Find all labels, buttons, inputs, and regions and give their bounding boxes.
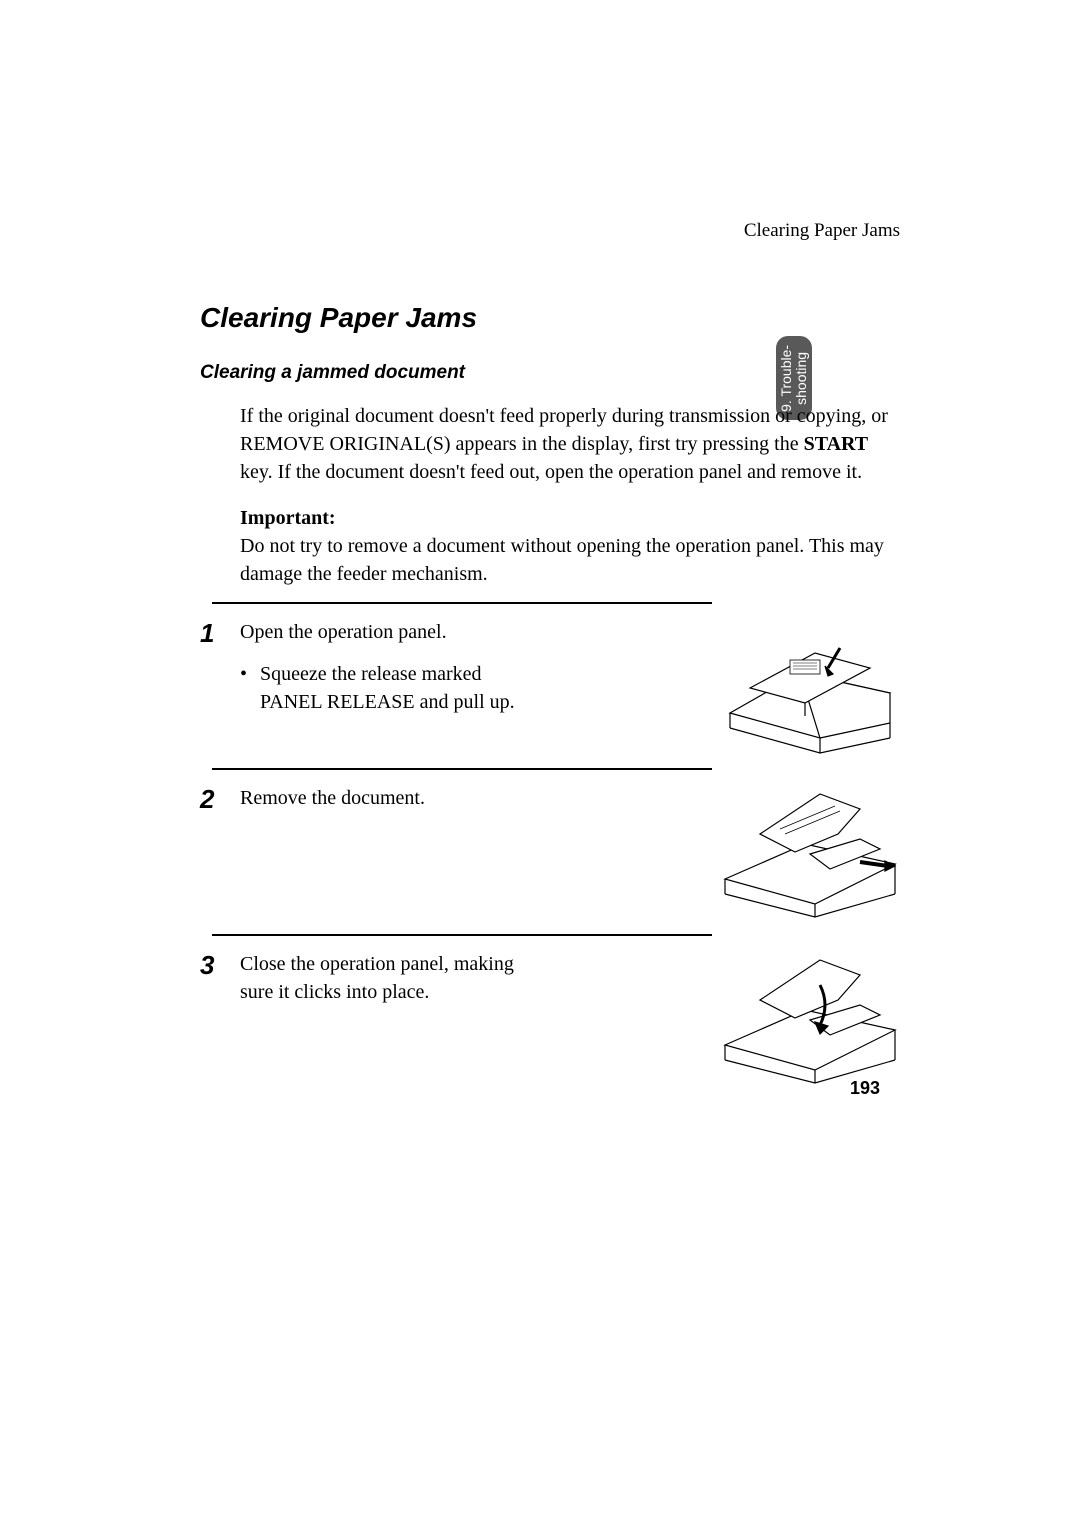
step-text: Close the operation panel, making sure i…: [240, 950, 530, 1006]
step-body: Open the operation panel. • Squeeze the …: [240, 618, 530, 716]
step-bullet: • Squeeze the release marked PANEL RELEA…: [240, 660, 530, 716]
step-2: 2 Remove the document.: [200, 784, 900, 924]
fax-close-panel-icon: [720, 950, 900, 1090]
step-body: Remove the document.: [240, 784, 530, 812]
step-text: Remove the document.: [240, 784, 530, 812]
important-label: Important:: [240, 504, 890, 532]
page-content: Clearing Paper Jams Clearing Paper Jams …: [200, 220, 900, 1090]
intro-suffix: key. If the document doesn't feed out, o…: [240, 461, 862, 483]
section-subtitle: Clearing a jammed document: [200, 362, 900, 384]
bullet-suffix: and pull up.: [415, 691, 515, 713]
step-text: Open the operation panel.: [240, 618, 530, 646]
important-note: Important: Do not try to remove a docume…: [240, 504, 890, 588]
step-1-illustration: [530, 618, 900, 758]
step-3: 3 Close the operation panel, making sure…: [200, 950, 900, 1090]
step-3-illustration: [530, 950, 900, 1090]
step-body: Close the operation panel, making sure i…: [240, 950, 530, 1006]
step-1: 1 Open the operation panel. • Squeeze th…: [200, 618, 900, 758]
bullet-icon: •: [240, 660, 260, 716]
bullet-prefix: Squeeze the release marked: [260, 663, 482, 685]
page-number: 193: [850, 1078, 880, 1099]
fax-remove-doc-icon: [720, 784, 900, 924]
step-divider: [212, 768, 712, 770]
intro-bold-key: START: [804, 433, 869, 455]
page-title: Clearing Paper Jams: [200, 302, 900, 334]
intro-paragraph: If the original document doesn't feed pr…: [240, 402, 890, 486]
step-2-illustration: [530, 784, 900, 924]
important-text: Do not try to remove a document without …: [240, 532, 890, 588]
step-divider: [212, 602, 712, 604]
running-header: Clearing Paper Jams: [200, 220, 900, 242]
step-number: 3: [200, 950, 240, 978]
step-number: 2: [200, 784, 240, 812]
bullet-bold: PANEL RELEASE: [260, 691, 415, 713]
step-divider: [212, 934, 712, 936]
step-number: 1: [200, 618, 240, 646]
fax-open-panel-icon: [720, 618, 900, 758]
intro-prefix: If the original document doesn't feed pr…: [240, 405, 888, 455]
